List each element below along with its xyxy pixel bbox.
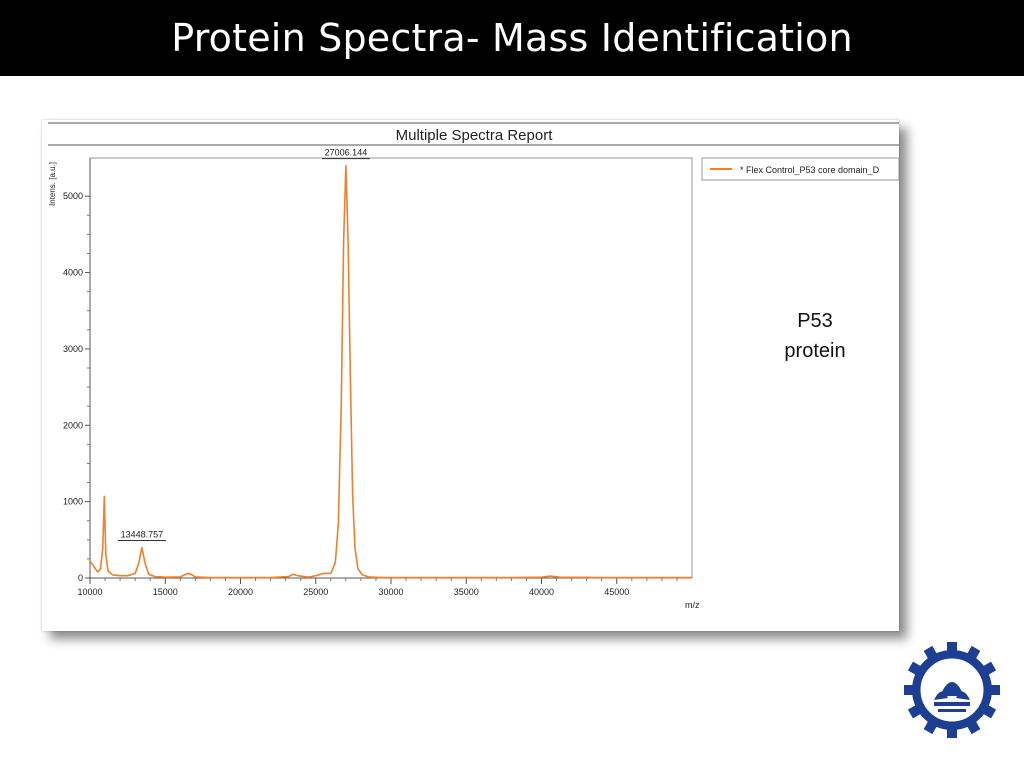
legend-entry: * Flex Control_P53 core domain_D xyxy=(740,165,880,175)
x-tick-label: 35000 xyxy=(454,587,479,597)
plot-area xyxy=(89,157,693,579)
x-tick-label: 40000 xyxy=(529,587,554,597)
x-tick-label: 10000 xyxy=(77,587,102,597)
legend-frame xyxy=(701,157,899,181)
side-label-line-2: protein xyxy=(784,340,846,362)
x-axis-label: m/z xyxy=(685,600,700,610)
axes: 0 1000 2000 3000 4000 5000 10000 15000 20000 2500… xyxy=(63,158,692,597)
x-tick-label: 45000 xyxy=(604,587,629,597)
peak-label: 27006.144 xyxy=(325,148,368,158)
y-tick-label: 1000 xyxy=(63,497,83,507)
gear-emblem-icon xyxy=(904,642,1000,738)
spectrum-chart: Multiple Spectra Report * Flex Control_P… xyxy=(48,122,899,610)
peak-label: 13448.757 xyxy=(121,529,164,539)
x-tick-label: 25000 xyxy=(303,587,328,597)
x-tick-label: 20000 xyxy=(228,587,253,597)
x-tick-label: 15000 xyxy=(153,587,178,597)
peak-annotations: 27006.144 13448.757 xyxy=(117,148,370,541)
y-tick-label: 4000 xyxy=(63,268,83,278)
slide-title: Protein Spectra- Mass Identification xyxy=(171,16,853,60)
institute-logo xyxy=(902,640,1002,740)
y-tick-label: 5000 xyxy=(63,191,83,201)
spectrum-series-line xyxy=(89,164,692,579)
series-lines xyxy=(89,164,692,579)
y-tick-label: 2000 xyxy=(63,420,83,430)
x-tick-label: 30000 xyxy=(378,587,403,597)
y-tick-label: 0 xyxy=(78,573,83,583)
side-label-line-1: P53 xyxy=(797,310,833,332)
spectra-report-image: Multiple Spectra Report * Flex Control_P… xyxy=(42,120,899,631)
slide-title-bar: Protein Spectra- Mass Identification xyxy=(0,0,1024,76)
p53-protein-label: P53 protein xyxy=(760,306,870,366)
y-axis-label: Intens. [a.u.] xyxy=(48,162,57,206)
report-heading: Multiple Spectra Report xyxy=(396,127,554,144)
y-tick-label: 3000 xyxy=(63,344,83,354)
legend-box: * Flex Control_P53 core domain_D xyxy=(701,157,899,181)
